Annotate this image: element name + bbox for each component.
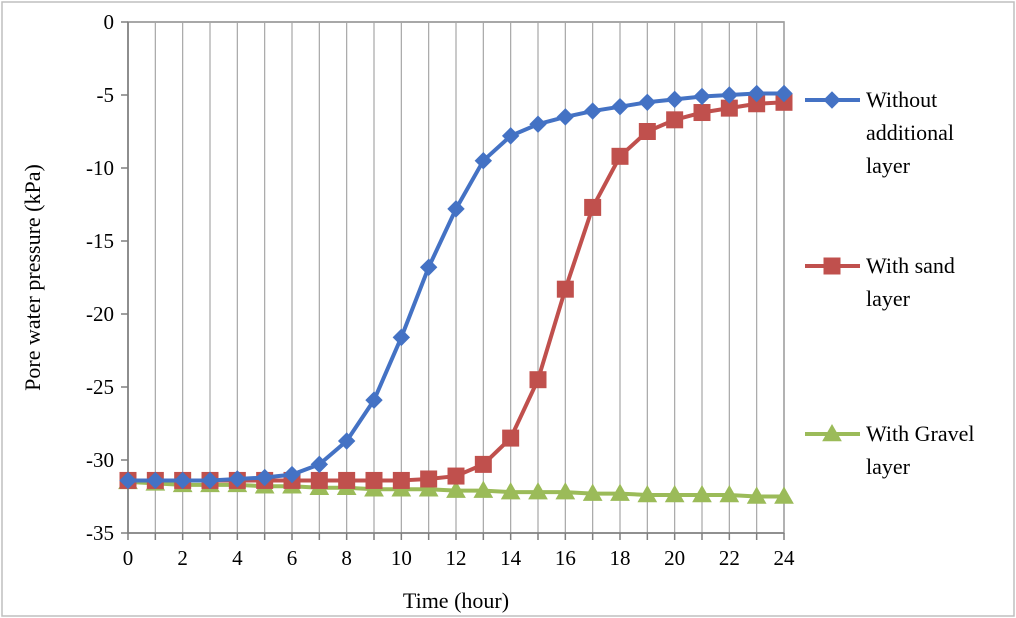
data-point [610, 483, 630, 501]
legend-marker [822, 423, 842, 442]
data-point [337, 432, 356, 450]
x-tick-label: 20 [664, 546, 685, 570]
data-point [365, 471, 383, 489]
x-tick-label: 12 [446, 546, 467, 570]
x-tick-label: 22 [719, 546, 740, 570]
y-tick-label: 0 [104, 10, 115, 34]
data-point [474, 455, 492, 473]
data-point [502, 429, 520, 447]
data-point [473, 480, 494, 498]
legend-marker [823, 91, 841, 109]
data-point [583, 102, 602, 120]
series-0 [119, 84, 793, 490]
x-tick-label: 16 [555, 546, 576, 570]
data-point [555, 482, 576, 500]
legend-label: additional [866, 120, 954, 145]
x-tick-label: 24 [774, 546, 796, 570]
data-point [664, 485, 685, 503]
data-point [419, 258, 438, 276]
y-tick-label: -15 [86, 229, 114, 253]
legend-label: With sand [866, 253, 955, 278]
data-point [119, 471, 137, 490]
data-point [173, 471, 192, 490]
y-tick-label: -10 [86, 156, 114, 180]
plot-area: 0-5-10-15-20-25-30-350 2 4 6 8 10 12 14 16 18 20 22… [86, 10, 795, 570]
data-point [556, 108, 575, 126]
y-tick-label: -25 [86, 375, 114, 399]
legend-label: layer [866, 286, 911, 311]
data-point [146, 471, 165, 490]
data-point [637, 485, 658, 503]
y-tick-label: -30 [86, 448, 114, 472]
data-point [719, 485, 740, 503]
data-point [420, 470, 438, 488]
legend-marker [823, 257, 841, 275]
data-point [501, 127, 520, 145]
y-tick-label: -5 [97, 83, 115, 107]
data-point [310, 455, 329, 474]
legend-entry-0: Without additional layer [805, 87, 954, 178]
data-point [611, 97, 629, 116]
data-point [392, 471, 410, 489]
data-point [365, 391, 383, 409]
x-tick-label: 4 [232, 546, 243, 570]
data-point [693, 104, 711, 122]
data-point [447, 200, 465, 218]
data-point [529, 115, 547, 133]
data-point [584, 198, 602, 216]
data-point [746, 486, 767, 504]
data-point [747, 84, 766, 103]
legend-label: layer [866, 153, 911, 178]
x-tick-label: 0 [123, 546, 134, 570]
x-tick-label: 10 [391, 546, 412, 570]
data-point [474, 151, 493, 170]
data-point [447, 467, 465, 485]
data-point [255, 468, 274, 487]
legend-entry-1: With sand layer [805, 253, 955, 311]
legend-label: With Gravel [866, 421, 974, 446]
data-point [692, 485, 712, 503]
data-point [665, 90, 684, 109]
data-point [693, 87, 711, 106]
y-tick-label: -35 [86, 521, 114, 545]
data-point [310, 471, 328, 489]
data-point [446, 480, 466, 498]
data-point [556, 280, 574, 298]
data-point [638, 93, 657, 112]
data-point [666, 111, 684, 129]
data-point [338, 471, 356, 489]
data-point [201, 471, 219, 490]
data-point [528, 482, 548, 500]
data-point [529, 371, 547, 389]
x-tick-label: 8 [341, 546, 352, 570]
x-axis-title: Time (hour) [403, 588, 509, 613]
data-point [774, 486, 794, 504]
x-tick-label: 14 [500, 546, 522, 570]
x-tick-label: 18 [610, 546, 631, 570]
legend-label: Without [866, 87, 937, 112]
data-point [228, 470, 247, 488]
x-tick-label: 6 [287, 546, 298, 570]
data-point [582, 483, 603, 501]
legend-entry-2: With Gravel layer [805, 421, 974, 479]
data-point [500, 482, 521, 500]
legend-label: layer [866, 454, 911, 479]
x-tick-label: 2 [177, 546, 188, 570]
y-axis-title: Pore water pressure (kPa) [20, 164, 45, 391]
data-point [418, 479, 439, 497]
data-point [720, 86, 739, 104]
data-point [775, 84, 793, 103]
data-point [392, 328, 411, 347]
y-tick-label: -20 [86, 302, 114, 326]
data-point [611, 147, 629, 165]
data-point [283, 465, 301, 484]
data-point [638, 123, 656, 140]
